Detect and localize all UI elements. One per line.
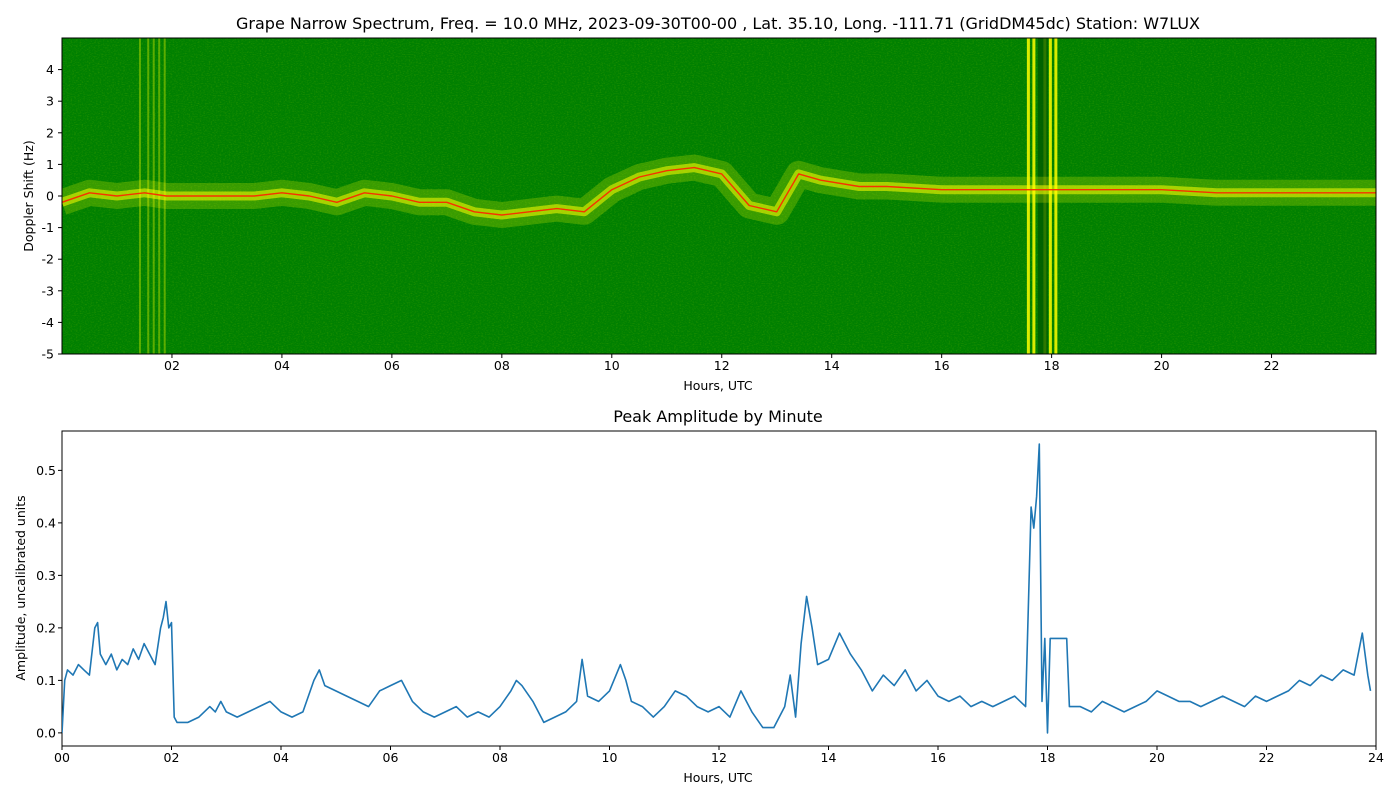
- spectrogram-y-tick-label: 1: [46, 157, 54, 172]
- spectrogram-x-tick-label: 14: [824, 358, 840, 373]
- amplitude-frame: [61, 430, 1377, 747]
- amplitude-y-tick-label: 0.0: [36, 725, 56, 740]
- spectrogram-y-tick-label: -1: [42, 220, 54, 235]
- amplitude-x-tick-label: 12: [711, 750, 727, 765]
- interference-band: [1026, 38, 1030, 354]
- interference-band: [1048, 38, 1052, 354]
- spectrogram-x-tick-label: 02: [164, 358, 180, 373]
- spectrogram-y-tick-label: 2: [46, 125, 54, 140]
- spectrogram-x-tick-label: 18: [1044, 358, 1060, 373]
- spectrogram-x-tick-label: 20: [1154, 358, 1170, 373]
- amplitude-series-line: [62, 443, 1372, 734]
- doppler-trace: [62, 154, 1376, 228]
- amplitude-title: Peak Amplitude by Minute: [613, 407, 823, 426]
- amplitude-x-tick-label: 18: [1040, 750, 1056, 765]
- amplitude-x-tick-label: 00: [54, 750, 70, 765]
- spectrogram-panel: Grape Narrow Spectrum, Freq. = 10.0 MHz,…: [21, 14, 1377, 393]
- spectrogram-y-tick-label: -3: [42, 283, 54, 298]
- amplitude-y-tick-label: 0.1: [36, 673, 56, 688]
- spectrogram-y-tick-label: -5: [42, 347, 54, 362]
- interference-band: [1032, 38, 1036, 354]
- amplitude-x-tick-label: 06: [383, 750, 399, 765]
- spectrogram-title: Grape Narrow Spectrum, Freq. = 10.0 MHz,…: [236, 14, 1200, 33]
- spectrogram-x-tick-label: 12: [714, 358, 730, 373]
- spectrogram-y-tick-label: -2: [42, 252, 54, 267]
- amplitude-x-tick-label: 02: [164, 750, 180, 765]
- amplitude-y-tick-label: 0.4: [36, 515, 56, 530]
- amplitude-y-tick-label: 0.5: [36, 463, 56, 478]
- spectrogram-x-tick-label: 16: [934, 358, 950, 373]
- amplitude-x-tick-label: 24: [1368, 750, 1384, 765]
- amplitude-x-tick-label: 10: [602, 750, 618, 765]
- amplitude-x-tick-label: 22: [1259, 750, 1275, 765]
- spectrogram-y-tick-label: 3: [46, 94, 54, 109]
- spectrogram-y-tick-label: 4: [46, 62, 54, 77]
- spectrogram-y-label: Doppler Shift (Hz): [21, 140, 36, 252]
- spectrogram-y-ticks: 4 3 2 1 0 -1 -2 -3 -4 -5: [42, 62, 62, 362]
- amplitude-x-tick-label: 14: [821, 750, 837, 765]
- interference-band: [1054, 38, 1058, 354]
- amplitude-x-label: Hours, UTC: [683, 770, 753, 785]
- amplitude-y-ticks: 0.0 0.1 0.2 0.3 0.4 0.5: [36, 463, 62, 740]
- spectrogram-y-tick-label: 0: [46, 189, 54, 204]
- amplitude-x-tick-label: 08: [492, 750, 508, 765]
- spectrogram-x-tick-label: 04: [274, 358, 290, 373]
- spectrogram-x-tick-label: 08: [494, 358, 510, 373]
- amplitude-x-tick-label: 16: [930, 750, 946, 765]
- spectrogram-x-label: Hours, UTC: [683, 378, 753, 393]
- spectrogram-x-ticks: 02 04 06 08 10 12 14 16 18 20 22: [164, 354, 1279, 373]
- amplitude-panel: Peak Amplitude by Minute 00 02 04 06 08 10 12 1…: [13, 407, 1384, 785]
- amplitude-y-tick-label: 0.3: [36, 568, 56, 583]
- spectrogram-x-tick-label: 06: [384, 358, 400, 373]
- amplitude-y-label: Amplitude, uncalibrated units: [13, 495, 28, 680]
- amplitude-x-ticks: 00 02 04 06 08 10 12 14 16 18 20 22 24: [54, 746, 1384, 765]
- doppler-trace-core: [62, 166, 1376, 216]
- amplitude-y-tick-label: 0.2: [36, 620, 56, 635]
- amplitude-x-tick-label: 04: [273, 750, 289, 765]
- spectrogram-x-tick-label: 22: [1264, 358, 1280, 373]
- spectrogram-y-tick-label: -4: [42, 315, 55, 330]
- spectrogram-x-tick-label: 10: [604, 358, 620, 373]
- amplitude-x-tick-label: 20: [1149, 750, 1165, 765]
- signal-gap-band: [1037, 38, 1048, 354]
